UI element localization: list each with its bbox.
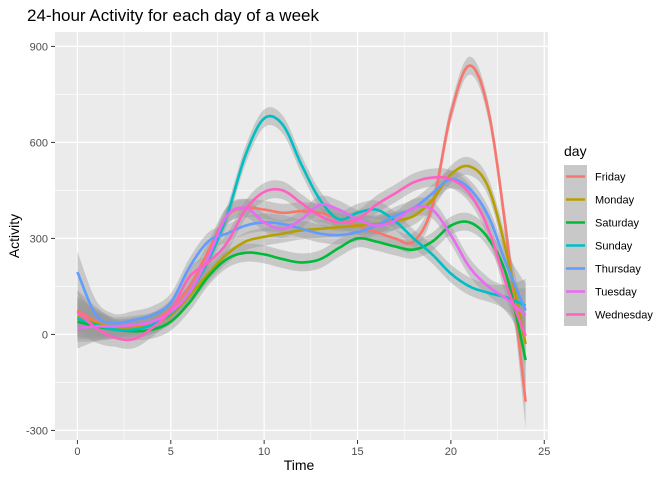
legend-item-tuesday: Tuesday: [564, 280, 637, 303]
y-tick-label: 300: [30, 233, 48, 245]
y-axis: -300 0 300 600 900: [26, 41, 55, 437]
y-tick-label: 0: [42, 329, 48, 341]
series-line-wednesday: [76, 175, 527, 342]
series-lines: [76, 64, 527, 402]
legend-label: Friday: [595, 172, 626, 184]
series-line-tuesday: [77, 203, 527, 330]
legend-label: Wednesday: [595, 310, 653, 322]
legend-item-wednesday: Wednesday: [564, 303, 653, 326]
confidence-band-monday: [77, 156, 526, 371]
x-tick-label: 5: [168, 446, 174, 458]
confidence-band-tuesday: [77, 195, 526, 349]
x-tick-label: 25: [538, 446, 550, 458]
x-axis: 0 5 10 15 20 25: [74, 440, 550, 458]
y-tick-label: 600: [30, 137, 48, 149]
legend-label: Sunday: [595, 241, 633, 253]
x-tick-label: 0: [74, 446, 80, 458]
legend: day Friday Monday Saturday Sunday Thursday Tu…: [564, 143, 653, 326]
legend-item-friday: Friday: [564, 165, 626, 188]
chart-title: 24-hour Activity for each day of a week: [27, 6, 319, 25]
confidence-band-wednesday: [77, 168, 526, 363]
confidence-bands: [77, 56, 526, 429]
series-line-sunday: [76, 114, 527, 332]
legend-title: day: [564, 143, 587, 159]
legend-items: Friday Monday Saturday Sunday Thursday Tuesda…: [564, 165, 653, 326]
y-tick-label: 900: [30, 41, 48, 53]
x-tick-label: 15: [351, 446, 363, 458]
legend-item-thursday: Thursday: [564, 257, 641, 280]
y-axis-label: Activity: [6, 214, 22, 258]
legend-label: Monday: [595, 195, 635, 207]
x-axis-label: Time: [284, 457, 315, 473]
legend-item-monday: Monday: [564, 188, 635, 211]
x-tick-label: 20: [445, 446, 457, 458]
legend-label: Thursday: [595, 264, 641, 276]
legend-label: Tuesday: [595, 287, 637, 299]
legend-item-sunday: Sunday: [564, 234, 633, 257]
confidence-band-thursday: [77, 170, 526, 338]
plot-panel: [55, 32, 548, 440]
legend-label: Saturday: [595, 218, 640, 230]
x-tick-label: 10: [258, 446, 270, 458]
confidence-band-saturday: [77, 212, 526, 387]
legend-item-saturday: Saturday: [564, 211, 640, 234]
y-tick-label: -300: [26, 425, 48, 437]
